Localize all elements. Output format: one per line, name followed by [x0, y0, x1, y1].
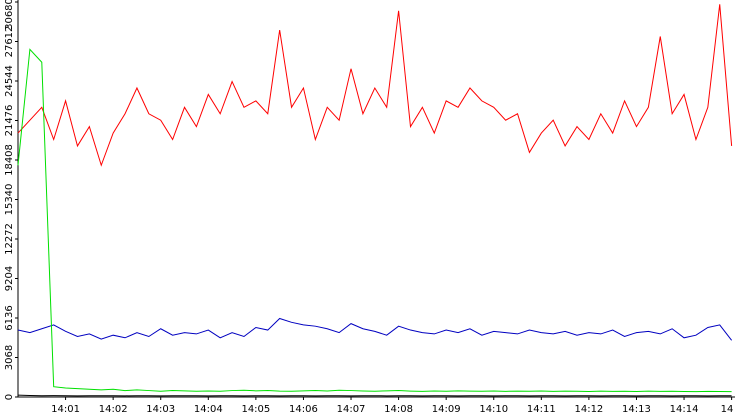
- x-tick-label: 14:09: [432, 404, 461, 415]
- y-tick-label: 24544: [4, 65, 15, 97]
- x-tick-label: 14: [721, 404, 734, 415]
- y-tick-label: 21476: [4, 105, 15, 137]
- x-tick-label: 14:05: [241, 404, 270, 415]
- series-line: [17, 317, 733, 341]
- x-tick-label: 14:06: [289, 404, 318, 415]
- x-tick-label: 14:08: [384, 404, 413, 415]
- x-tick-label: 14:12: [574, 404, 603, 415]
- x-tick-label: 14:11: [527, 404, 556, 415]
- x-tick-label: 14:13: [622, 404, 651, 415]
- series-line: [17, 394, 732, 397]
- y-tick-label: 30680: [4, 0, 15, 30]
- x-tick-label: 14:03: [146, 404, 175, 415]
- y-tick-label: 6136: [4, 305, 15, 330]
- y-tick-label: 18408: [4, 144, 15, 176]
- y-tick-label: 15340: [4, 184, 15, 216]
- x-tick-label: 14:07: [337, 404, 366, 415]
- x-tick-label: 14:10: [479, 404, 508, 415]
- y-tick-label: 27612: [4, 26, 15, 58]
- x-tick-label: 14:14: [670, 404, 699, 415]
- x-tick-label: 14:01: [51, 404, 80, 415]
- series-line: [17, 4, 733, 167]
- y-tick-label: 0: [4, 394, 15, 400]
- y-tick-label: 12272: [4, 223, 15, 255]
- y-tick-label: 9204: [4, 266, 15, 291]
- x-tick-label: 14:04: [194, 404, 223, 415]
- series-line: [17, 48, 732, 393]
- x-tick-label: 14:02: [99, 404, 128, 415]
- y-tick-label: 3068: [4, 345, 15, 370]
